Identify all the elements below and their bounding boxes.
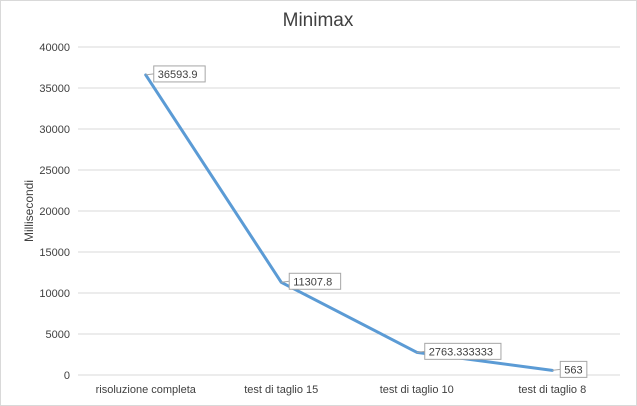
- x-axis-ticks: risoluzione completa test di taglio 15 tes…: [96, 384, 587, 396]
- data-label: 11307.8: [293, 276, 332, 288]
- data-label-leader: [416, 350, 425, 353]
- chart-title: Minimax: [283, 10, 354, 31]
- y-tick-label: 5000: [46, 329, 70, 341]
- x-tick-label: test di taglio 10: [380, 384, 454, 396]
- series-line: [144, 73, 554, 372]
- y-tick-label: 20000: [39, 206, 70, 218]
- x-tick-label: test di taglio 8: [518, 384, 586, 396]
- y-axis-label: Millisecondi: [22, 180, 36, 242]
- y-tick-label: 25000: [39, 165, 70, 177]
- y-tick-label: 30000: [39, 124, 70, 136]
- y-tick-label: 40000: [39, 42, 70, 54]
- x-tick-label: test di taglio 15: [244, 384, 318, 396]
- data-label-leader: [552, 368, 561, 371]
- data-label-box: [153, 65, 206, 83]
- data-label: 563: [564, 364, 582, 376]
- data-label-box: [288, 272, 342, 290]
- data-label-leader: [281, 280, 290, 283]
- y-tick-label: 35000: [39, 83, 70, 95]
- data-label-leader: [145, 73, 154, 76]
- data-label: 2763.333333: [429, 346, 493, 358]
- y-axis-ticks: 0 5000 10000 15000 20000 25000 30000 35000 40000: [39, 42, 70, 382]
- data-labels: 36593.9 11307.8 2763.333333 563: [145, 65, 588, 378]
- data-label-box: [424, 342, 502, 360]
- y-tick-label: 10000: [39, 288, 70, 300]
- x-tick-label: risoluzione completa: [96, 384, 197, 396]
- gridlines: [78, 46, 620, 376]
- data-label: 36593.9: [158, 69, 198, 81]
- y-tick-label: 0: [64, 370, 70, 382]
- series-polyline: [144, 73, 554, 372]
- data-label-box: [559, 360, 588, 378]
- y-tick-label: 15000: [39, 247, 70, 259]
